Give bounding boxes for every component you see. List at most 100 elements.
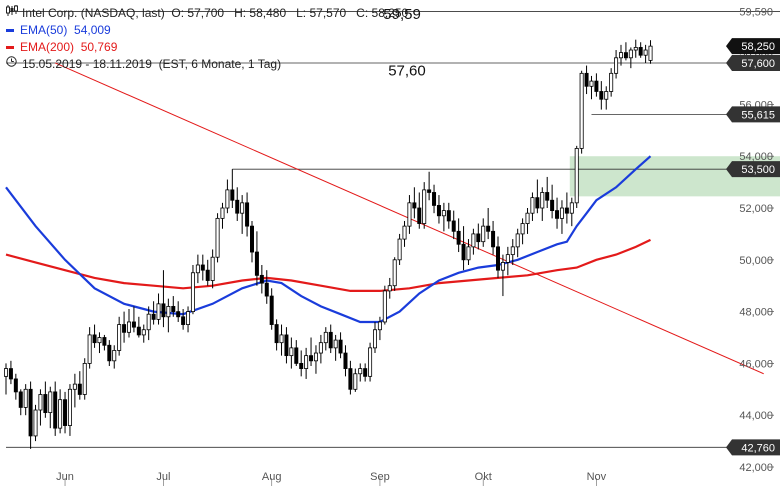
candle-body <box>190 272 195 313</box>
horizontal-lines <box>6 11 780 448</box>
ema200-line <box>5 238 651 292</box>
candles <box>4 39 653 449</box>
candle <box>328 324 333 354</box>
candle-body <box>67 388 72 426</box>
candle-body <box>461 243 466 261</box>
candle <box>309 337 314 366</box>
legend-ema200-value: 50,769 <box>80 40 118 54</box>
legend-ema50-label: EMA(50) <box>20 23 68 37</box>
candle-body <box>107 344 112 362</box>
candle <box>205 259 210 286</box>
candle <box>299 350 304 377</box>
candle-body <box>122 324 127 333</box>
candle-body <box>249 225 254 253</box>
candle-body <box>417 207 422 224</box>
price-badge-shape <box>726 54 780 71</box>
candle-body <box>279 334 284 344</box>
candle <box>92 324 97 348</box>
candle <box>58 389 63 434</box>
candle <box>136 316 141 338</box>
annotations: 59,59 57,60 <box>383 6 425 80</box>
x-tick-label: Jun <box>56 471 74 483</box>
candle-body <box>500 261 505 271</box>
candle <box>614 50 619 79</box>
price-badge-shape <box>726 161 780 178</box>
candle <box>609 68 614 97</box>
candle-body <box>58 399 63 429</box>
candle <box>427 171 432 201</box>
candle <box>599 81 604 110</box>
candle-body <box>545 192 550 201</box>
y-tick-label: 44,000 <box>739 410 773 422</box>
ema50-line <box>5 155 652 324</box>
candle-body <box>299 363 304 369</box>
candle-body <box>623 52 628 59</box>
candle-body <box>323 331 328 344</box>
price-badge: 53,500 <box>726 161 780 178</box>
candle-body <box>186 311 191 325</box>
candle <box>181 309 186 330</box>
candle-body <box>215 217 220 258</box>
candle-body <box>274 324 279 344</box>
candle <box>18 389 23 416</box>
candle <box>53 381 58 436</box>
candle-body <box>387 285 392 292</box>
y-tick-label: 42,000 <box>739 462 773 474</box>
legend-ohlc: O: 57,700 H: 58,480 L: 57,570 C: 58,250 <box>171 6 409 20</box>
candle-body <box>422 189 427 224</box>
candle <box>619 44 624 66</box>
y-tick-label: 46,000 <box>739 358 773 370</box>
candle <box>220 202 225 229</box>
candle <box>225 179 230 214</box>
ema50-swatch <box>6 29 14 32</box>
clock-icon <box>6 56 18 73</box>
candle <box>550 184 555 219</box>
price-badge-label: 53,500 <box>741 164 775 176</box>
candle-body <box>269 295 274 325</box>
candle <box>436 195 441 224</box>
candle <box>520 218 525 245</box>
candle <box>515 228 520 258</box>
candle-body <box>589 80 594 87</box>
candle-body <box>348 368 353 390</box>
ema200-swatch <box>6 46 14 49</box>
candle <box>540 187 545 221</box>
candle-body <box>353 373 358 390</box>
candle-body <box>166 306 171 318</box>
candle <box>264 270 269 304</box>
candle <box>107 340 112 366</box>
candle <box>200 254 205 281</box>
candle <box>446 202 451 229</box>
candle <box>377 316 382 341</box>
ema200-path <box>5 238 651 292</box>
y-tick-label: 48,000 <box>739 307 773 319</box>
candle-body <box>486 225 491 232</box>
legend-period: 15.05.2019 - 18.11.2019 <box>22 57 152 71</box>
candle-body <box>515 233 520 248</box>
candle-body <box>358 368 363 375</box>
candle <box>353 368 358 392</box>
candle <box>245 192 250 237</box>
candle-body <box>436 205 441 217</box>
price-badge-label: 42,760 <box>741 442 775 454</box>
candle-body <box>181 316 186 325</box>
candle <box>372 321 377 354</box>
candle <box>67 384 72 436</box>
candle-body <box>510 246 515 256</box>
candle <box>471 228 476 255</box>
candle-body <box>92 334 97 344</box>
candle <box>643 44 648 63</box>
candle <box>628 47 633 69</box>
candle <box>23 384 28 416</box>
candle-body <box>77 383 82 395</box>
candle <box>146 306 151 341</box>
candle-body <box>412 202 417 209</box>
candle <box>476 223 481 250</box>
candle <box>63 391 68 434</box>
candlestick-icon <box>6 5 18 22</box>
candle-body <box>87 334 92 364</box>
candle-body <box>8 368 13 380</box>
candle <box>491 220 496 255</box>
price-badges: 59,590 57,600 55,615 53,500 42,760 58,250 <box>726 6 780 456</box>
price-badge: 55,615 <box>726 106 780 123</box>
